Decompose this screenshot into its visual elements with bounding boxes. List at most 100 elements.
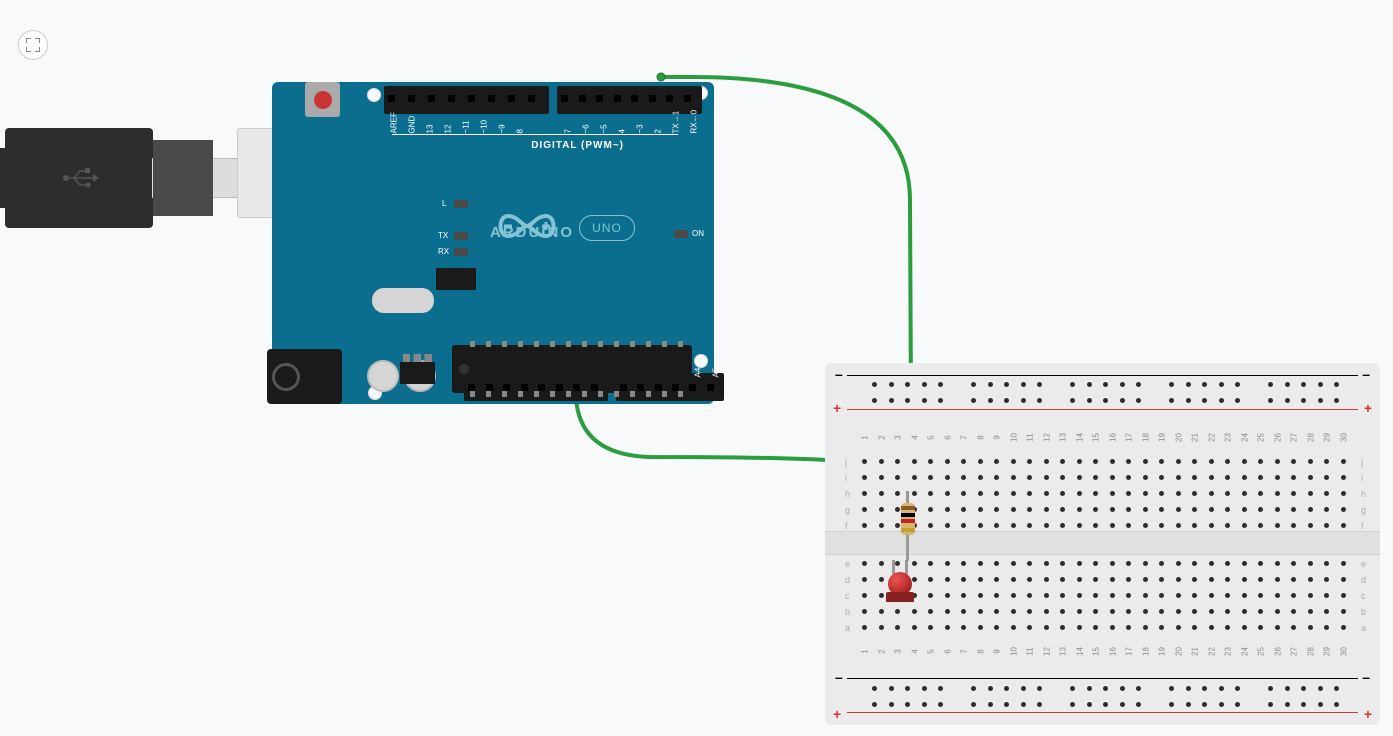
bb-hole[interactable]	[1291, 593, 1296, 598]
bb-hole[interactable]	[1275, 507, 1280, 512]
rail-hole[interactable]	[1186, 382, 1191, 387]
rail-hole[interactable]	[922, 686, 927, 691]
rail-hole[interactable]	[1318, 398, 1323, 403]
bb-hole[interactable]	[1110, 507, 1115, 512]
bb-hole[interactable]	[1126, 561, 1131, 566]
bb-hole[interactable]	[862, 475, 867, 480]
bb-hole[interactable]	[1143, 523, 1148, 528]
header-pin[interactable]	[486, 384, 493, 391]
bb-hole[interactable]	[1143, 625, 1148, 630]
header-pin[interactable]	[579, 95, 586, 102]
bb-hole[interactable]	[879, 593, 884, 598]
resistor[interactable]	[901, 503, 915, 547]
rail-hole[interactable]	[1285, 686, 1290, 691]
bb-hole[interactable]	[1192, 561, 1197, 566]
bb-hole[interactable]	[1044, 561, 1049, 566]
bb-hole[interactable]	[1242, 561, 1247, 566]
bb-hole[interactable]	[1126, 577, 1131, 582]
bb-hole[interactable]	[1258, 475, 1263, 480]
bb-hole[interactable]	[1308, 523, 1313, 528]
bb-hole[interactable]	[994, 561, 999, 566]
bb-hole[interactable]	[1159, 593, 1164, 598]
bb-hole[interactable]	[1093, 609, 1098, 614]
rail-hole[interactable]	[1334, 702, 1339, 707]
bb-hole[interactable]	[1060, 577, 1065, 582]
bb-hole[interactable]	[1275, 459, 1280, 464]
rail-hole[interactable]	[1087, 686, 1092, 691]
bb-hole[interactable]	[1011, 625, 1016, 630]
bb-hole[interactable]	[1176, 507, 1181, 512]
rail-hole[interactable]	[1087, 398, 1092, 403]
rail-hole[interactable]	[1021, 398, 1026, 403]
bb-hole[interactable]	[928, 475, 933, 480]
rail-hole[interactable]	[872, 382, 877, 387]
bb-hole[interactable]	[1192, 459, 1197, 464]
bb-hole[interactable]	[1308, 507, 1313, 512]
bb-hole[interactable]	[961, 475, 966, 480]
bb-hole[interactable]	[912, 459, 917, 464]
rail-hole[interactable]	[988, 686, 993, 691]
rail-hole[interactable]	[889, 702, 894, 707]
rail-hole[interactable]	[1120, 686, 1125, 691]
bb-hole[interactable]	[961, 593, 966, 598]
rail-hole[interactable]	[1334, 382, 1339, 387]
rail-hole[interactable]	[889, 382, 894, 387]
rail-hole[interactable]	[1037, 398, 1042, 403]
bb-hole[interactable]	[895, 625, 900, 630]
bb-hole[interactable]	[895, 507, 900, 512]
bb-hole[interactable]	[862, 491, 867, 496]
rail-hole[interactable]	[1235, 398, 1240, 403]
rail-hole[interactable]	[971, 382, 976, 387]
bb-hole[interactable]	[1192, 593, 1197, 598]
bb-hole[interactable]	[1077, 523, 1082, 528]
bb-hole[interactable]	[1242, 577, 1247, 582]
bb-hole[interactable]	[1341, 577, 1346, 582]
bb-hole[interactable]	[895, 491, 900, 496]
bb-hole[interactable]	[1110, 593, 1115, 598]
rail-hole[interactable]	[905, 686, 910, 691]
header-pin[interactable]	[538, 384, 545, 391]
bb-hole[interactable]	[1258, 561, 1263, 566]
bb-hole[interactable]	[1341, 459, 1346, 464]
bb-hole[interactable]	[1225, 475, 1230, 480]
rail-hole[interactable]	[1235, 382, 1240, 387]
bb-hole[interactable]	[1341, 507, 1346, 512]
bb-hole[interactable]	[1093, 577, 1098, 582]
bb-hole[interactable]	[1044, 523, 1049, 528]
rail-hole[interactable]	[905, 702, 910, 707]
bb-hole[interactable]	[1225, 625, 1230, 630]
bb-hole[interactable]	[1225, 523, 1230, 528]
rail-hole[interactable]	[1268, 702, 1273, 707]
rail-hole[interactable]	[1202, 398, 1207, 403]
bb-hole[interactable]	[1209, 475, 1214, 480]
bb-hole[interactable]	[1044, 459, 1049, 464]
bb-hole[interactable]	[945, 577, 950, 582]
bb-hole[interactable]	[1027, 491, 1032, 496]
bb-hole[interactable]	[862, 507, 867, 512]
bb-hole[interactable]	[1192, 577, 1197, 582]
bb-hole[interactable]	[1143, 491, 1148, 496]
bb-hole[interactable]	[1209, 593, 1214, 598]
bb-hole[interactable]	[1044, 625, 1049, 630]
rail-hole[interactable]	[1087, 382, 1092, 387]
header-pin[interactable]	[573, 384, 580, 391]
rail-hole[interactable]	[938, 702, 943, 707]
bb-hole[interactable]	[928, 593, 933, 598]
rail-hole[interactable]	[922, 398, 927, 403]
bb-hole[interactable]	[1225, 507, 1230, 512]
bb-hole[interactable]	[1308, 577, 1313, 582]
bb-hole[interactable]	[1324, 507, 1329, 512]
rail-hole[interactable]	[1235, 686, 1240, 691]
bb-hole[interactable]	[1291, 523, 1296, 528]
rail-hole[interactable]	[1037, 382, 1042, 387]
bb-hole[interactable]	[1291, 507, 1296, 512]
bb-hole[interactable]	[1209, 577, 1214, 582]
bb-hole[interactable]	[945, 625, 950, 630]
bb-hole[interactable]	[961, 507, 966, 512]
rail-hole[interactable]	[1037, 702, 1042, 707]
bb-hole[interactable]	[1027, 593, 1032, 598]
bb-hole[interactable]	[1242, 609, 1247, 614]
bb-hole[interactable]	[1093, 459, 1098, 464]
rail-hole[interactable]	[1004, 398, 1009, 403]
bb-hole[interactable]	[1027, 561, 1032, 566]
